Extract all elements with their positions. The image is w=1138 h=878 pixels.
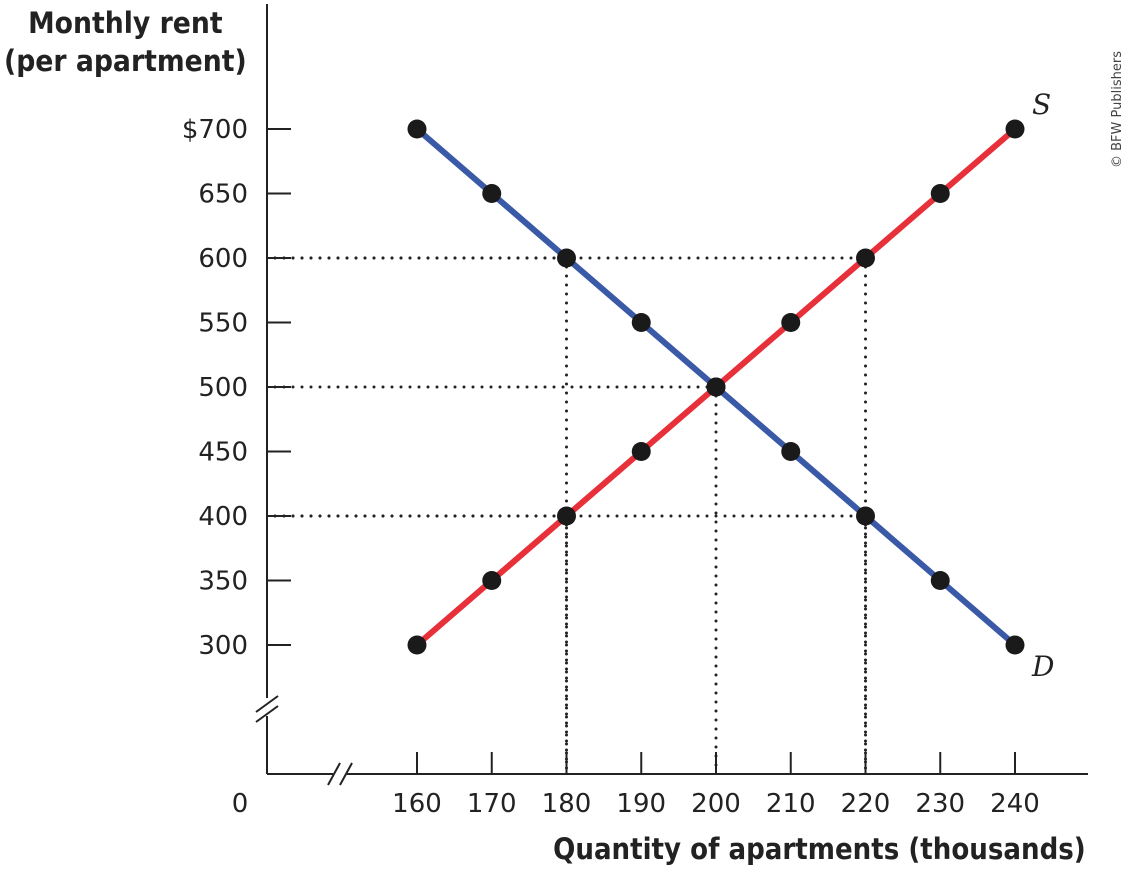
demand-point xyxy=(482,184,502,203)
data-points xyxy=(407,119,1025,655)
demand-point xyxy=(631,313,651,332)
y-tick-label: 500 xyxy=(198,373,248,403)
supply-point xyxy=(706,377,726,397)
demand-point xyxy=(1005,635,1025,655)
supply-point xyxy=(557,506,576,526)
x-tick-label: 210 xyxy=(766,789,816,819)
demand-point xyxy=(856,506,875,526)
x-axis-break-mark xyxy=(327,762,341,786)
x-tick-label: 230 xyxy=(915,789,965,819)
origin-label: 0 xyxy=(232,789,249,819)
x-tick-label: 170 xyxy=(467,789,517,819)
y-axis-break-mark-2 xyxy=(255,705,279,723)
supply-point xyxy=(1005,119,1025,139)
supply-point xyxy=(407,635,427,655)
demand-point xyxy=(557,248,576,268)
x-tick-label: 190 xyxy=(616,789,666,819)
y-axis-title: Monthly rent (per apartment) xyxy=(4,4,247,80)
y-axis-title-line-2: (per apartment) xyxy=(4,44,247,78)
x-axis-break-mark-2 xyxy=(339,762,353,786)
supply-point xyxy=(781,313,801,332)
y-tick-label: 300 xyxy=(198,631,248,661)
x-axis-title: Quantity of apartments (thousands) xyxy=(553,832,1086,866)
y-tick-label: 550 xyxy=(198,309,248,339)
tick-labels: $700 650 600 550 500 450 400 350 300 160 170 180 190… xyxy=(182,115,1040,819)
demand-curve-label: D xyxy=(1031,650,1054,683)
y-axis-title-line-1: Monthly rent xyxy=(28,6,223,40)
reference-lines xyxy=(273,256,867,772)
supply-point xyxy=(631,442,651,461)
y-tick-label: 400 xyxy=(198,502,248,532)
y-tick-label: 350 xyxy=(198,567,248,597)
y-tick-label: 600 xyxy=(198,244,248,274)
supply-point xyxy=(856,248,875,268)
supply-curve-label: S xyxy=(1032,88,1051,121)
supply-point xyxy=(482,571,502,590)
y-tick-label: $700 xyxy=(182,115,248,145)
x-tick-label: 180 xyxy=(542,789,592,819)
axes xyxy=(255,4,1088,786)
x-tick-label: 240 xyxy=(990,789,1040,819)
demand-point xyxy=(930,571,950,590)
credit-text: © BFW Publishers xyxy=(1110,51,1125,168)
x-tick-label: 200 xyxy=(691,789,741,819)
demand-point xyxy=(407,119,427,139)
y-tick-label: 450 xyxy=(198,438,248,468)
demand-point xyxy=(781,442,801,461)
y-tick-label: 650 xyxy=(198,180,248,210)
x-tick-label: 220 xyxy=(841,789,891,819)
x-tick-label: 160 xyxy=(392,789,442,819)
y-axis-break-mark xyxy=(255,695,279,713)
supply-point xyxy=(930,184,950,203)
